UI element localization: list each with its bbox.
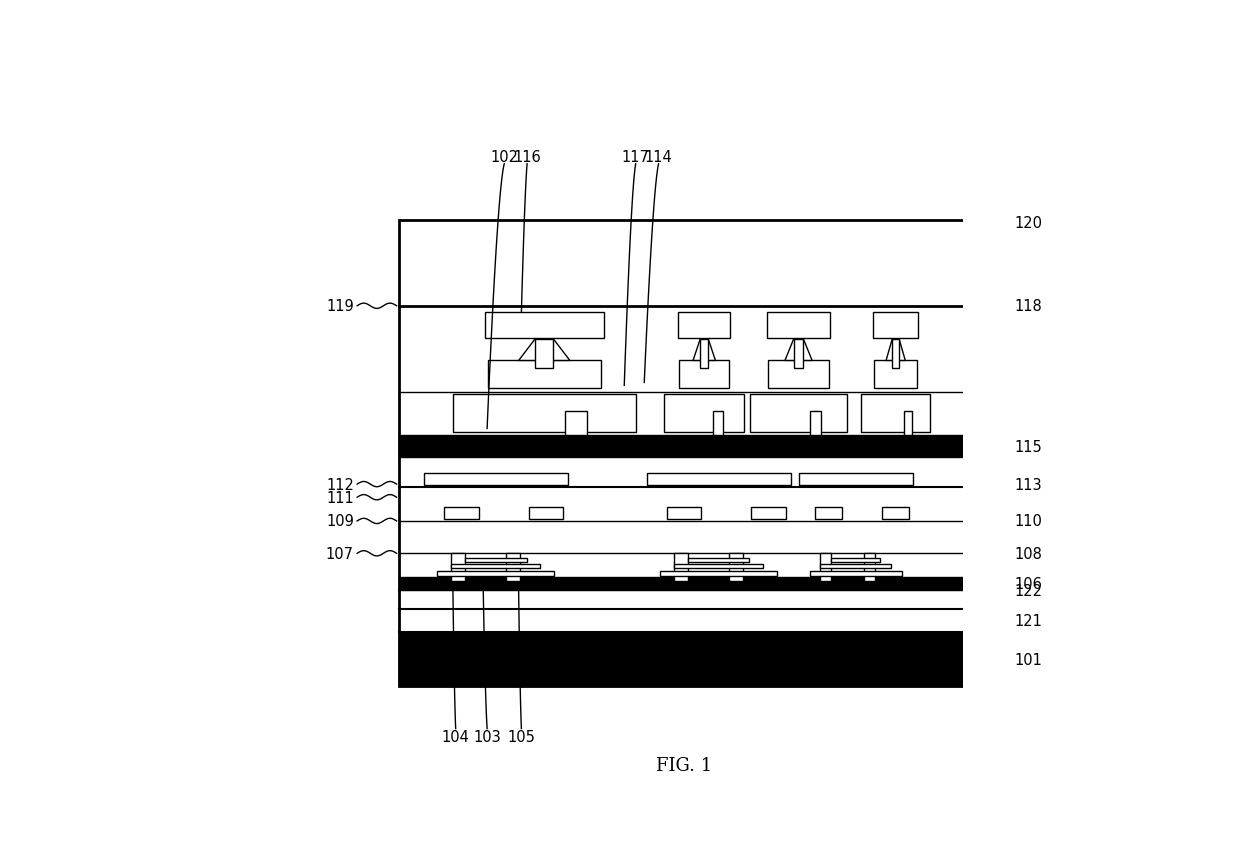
Text: 111: 111 [326, 490, 354, 505]
Text: 108: 108 [1015, 546, 1042, 561]
Polygon shape [519, 339, 570, 361]
Bar [424, 474, 567, 486]
Text: 121: 121 [1015, 613, 1042, 629]
Text: 106: 106 [1015, 577, 1042, 591]
Bar [399, 632, 970, 686]
Bar [820, 554, 831, 581]
Text: FIG. 1: FIG. 1 [657, 756, 712, 774]
Text: 114: 114 [644, 150, 673, 164]
Bar [861, 394, 930, 433]
Bar [729, 554, 742, 581]
Text: 101: 101 [1015, 652, 1042, 667]
Polygon shape [693, 339, 715, 361]
Bar [445, 508, 478, 520]
Text: 113: 113 [1015, 477, 1042, 492]
Bar [750, 394, 847, 433]
Bar [864, 554, 875, 581]
Bar [452, 394, 636, 433]
Bar [437, 571, 554, 576]
Bar [700, 339, 709, 369]
Bar [667, 508, 701, 520]
Bar [882, 508, 909, 520]
Text: 115: 115 [1015, 440, 1042, 454]
Bar [674, 564, 763, 568]
Bar [751, 508, 786, 520]
Text: 120: 120 [1015, 216, 1043, 231]
Bar [465, 559, 527, 562]
Bar [809, 571, 902, 576]
Bar [674, 554, 688, 581]
Text: 118: 118 [1015, 299, 1042, 314]
Bar [451, 564, 540, 568]
Bar [664, 394, 745, 433]
Bar [688, 559, 750, 562]
Bar [488, 361, 601, 389]
Bar [815, 508, 843, 520]
Bar [535, 339, 554, 369]
Bar [678, 313, 730, 339]
Bar [799, 474, 913, 486]
Polygon shape [886, 339, 906, 361]
Bar [506, 554, 519, 581]
Bar [820, 564, 891, 568]
Text: 109: 109 [326, 514, 354, 529]
Bar [892, 339, 900, 369]
Bar [794, 339, 803, 369]
Bar [399, 578, 970, 590]
Text: 116: 116 [513, 150, 541, 164]
Text: 117: 117 [622, 150, 649, 164]
Bar [529, 508, 563, 520]
Text: 105: 105 [508, 728, 535, 744]
Bar [831, 559, 880, 562]
Bar [810, 412, 821, 435]
Bar [565, 412, 587, 435]
Bar [647, 474, 790, 486]
Text: 107: 107 [326, 546, 354, 561]
Bar [873, 313, 918, 339]
Bar [767, 313, 830, 339]
Bar [451, 554, 465, 581]
Bar [399, 435, 970, 458]
Bar [660, 571, 777, 576]
Bar [903, 412, 912, 435]
Bar [484, 313, 603, 339]
Text: 110: 110 [1015, 514, 1042, 529]
Polygon shape [786, 339, 812, 361]
Bar [714, 412, 724, 435]
Bar [399, 221, 970, 686]
Bar [875, 361, 917, 389]
Bar [679, 361, 729, 389]
Text: 119: 119 [326, 299, 354, 314]
Text: 103: 103 [473, 728, 501, 744]
Text: 104: 104 [442, 728, 470, 744]
Text: 112: 112 [326, 477, 354, 492]
Bar [768, 361, 829, 389]
Text: 122: 122 [1015, 583, 1043, 598]
Text: 102: 102 [491, 150, 518, 164]
